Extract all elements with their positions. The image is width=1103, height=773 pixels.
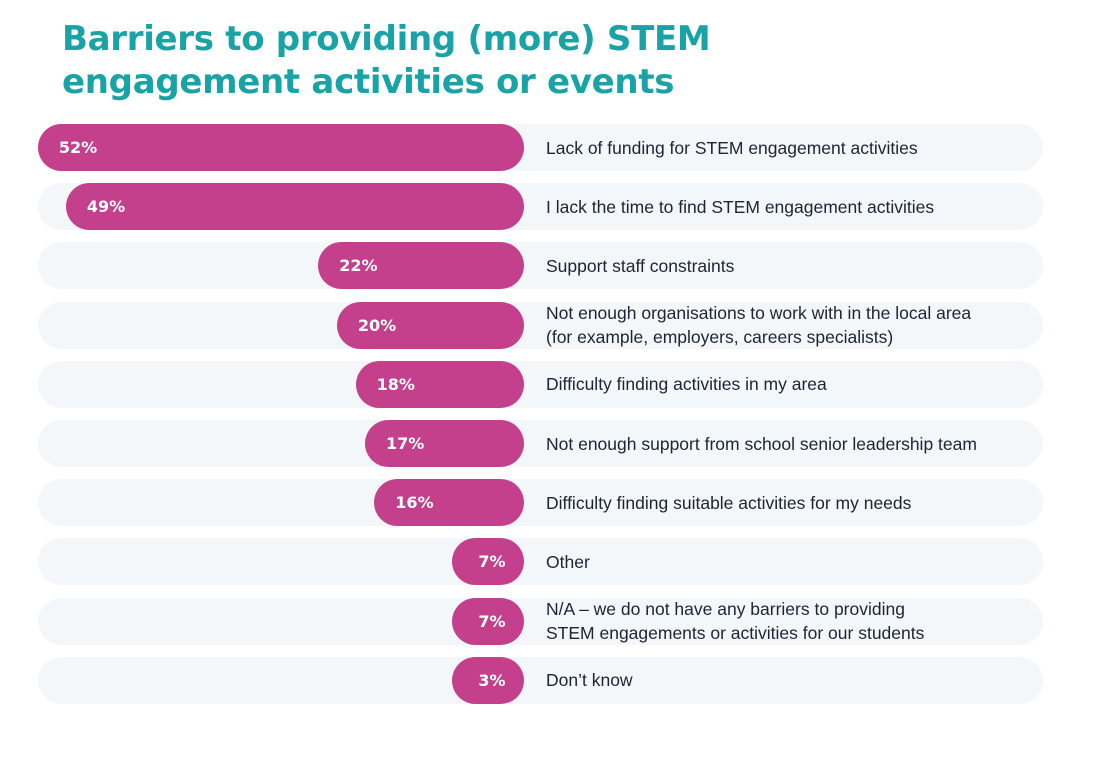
bar-track (38, 479, 1043, 527)
bar (355, 360, 524, 408)
category-label: Not enough support from school senior le… (546, 433, 977, 454)
category-label: Difficulty finding suitable activities f… (546, 492, 912, 513)
bar (337, 301, 524, 349)
bar-track (38, 420, 1043, 467)
category-label: Support staff constraints (546, 255, 735, 276)
bar (452, 597, 524, 645)
bar-track (38, 301, 1043, 349)
bar (66, 183, 524, 231)
chart-title: Barriers to providing (more) STEM engage… (62, 19, 711, 102)
bar-value-label: 16% (395, 493, 434, 513)
bar (452, 538, 524, 586)
bar (452, 656, 524, 704)
bar-track (38, 242, 1043, 290)
category-label: N/A – we do not have any barriers to pro… (546, 599, 925, 644)
bar (318, 242, 524, 290)
bar-track (38, 597, 1043, 645)
bar-value-label: 18% (376, 374, 415, 394)
bar (374, 479, 524, 527)
category-label: Other (546, 551, 590, 572)
bar-value-label: 7% (478, 552, 506, 572)
bar-track (38, 538, 1043, 586)
bar-track (38, 656, 1043, 704)
bar-value-label: 49% (86, 197, 126, 217)
bar-value-label: 17% (385, 434, 425, 453)
category-label: Don’t know (546, 670, 633, 691)
bar-value-label: 52% (58, 138, 98, 157)
bar-value-label: 22% (339, 256, 378, 276)
category-label: I lack the time to find STEM engagement … (546, 196, 935, 217)
bar-value-label: 7% (478, 611, 506, 631)
bar-value-label: 3% (478, 670, 506, 690)
bar-value-label: 20% (357, 315, 397, 335)
bar-track (38, 360, 1043, 408)
category-label: Lack of funding for STEM engagement acti… (546, 137, 918, 158)
bar (38, 124, 524, 171)
category-label: Not enough organisations to work with in… (546, 303, 972, 348)
category-label: Difficulty finding activities in my area (546, 374, 827, 395)
bar (365, 420, 524, 467)
